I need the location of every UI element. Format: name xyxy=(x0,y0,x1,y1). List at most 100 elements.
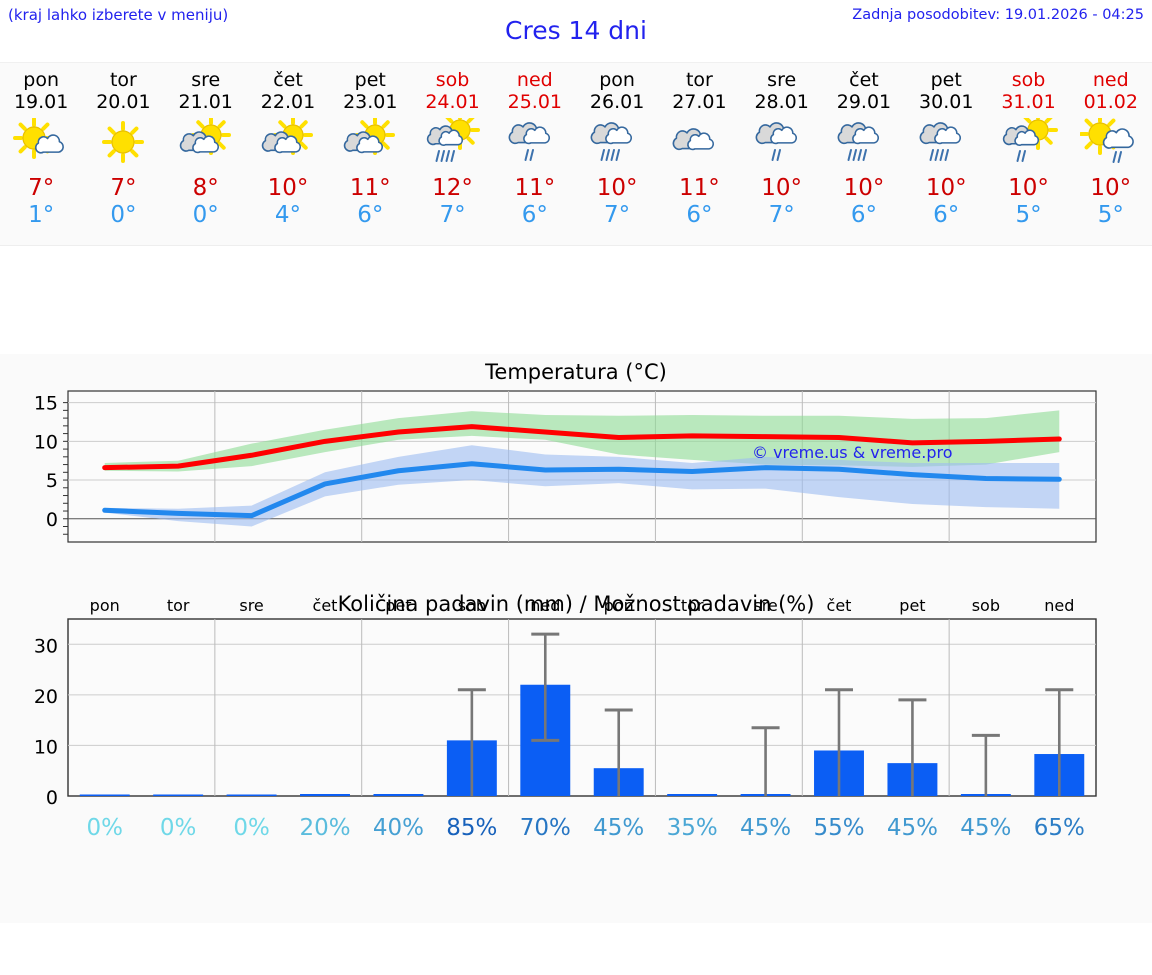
page-header: (kraj lahko izberete v meniju) Cres 14 d… xyxy=(0,0,1152,62)
precipitation-y-tick: 20 xyxy=(34,686,58,708)
weather-condition-icon xyxy=(257,117,319,169)
day-date-label: 23.01 xyxy=(343,91,398,113)
day-column[interactable]: ned 01.02 10° 5° xyxy=(1070,63,1152,245)
precipitation-day-label: čet xyxy=(313,596,338,615)
day-date-label: 22.01 xyxy=(260,91,316,113)
precipitation-probability-label: 45% xyxy=(593,815,644,841)
watermark-text: © vreme.us & vreme.pro xyxy=(752,443,953,462)
max-temperature-label: 10° xyxy=(267,175,309,201)
temperature-chart-title: Temperatura (°C) xyxy=(485,360,667,384)
day-date-label: 25.01 xyxy=(507,91,563,113)
precipitation-probability-label: 0% xyxy=(86,815,123,841)
day-of-week-label: sob xyxy=(1011,69,1046,91)
max-temperature-label: 10° xyxy=(1008,175,1049,201)
precipitation-probability-label: 45% xyxy=(887,815,938,841)
weather-condition-icon xyxy=(833,117,895,169)
max-temperature-label: 11° xyxy=(349,175,391,201)
day-date-label: 29.01 xyxy=(836,91,892,113)
precipitation-day-label: ned xyxy=(530,596,560,615)
precipitation-probability-label: 35% xyxy=(667,815,718,841)
day-of-week-label: pon xyxy=(23,69,59,91)
min-temperature-label: 6° xyxy=(850,202,878,228)
day-column[interactable]: tor 20.01 7° 0° xyxy=(82,63,164,245)
day-column[interactable]: sob 31.01 10° 5° xyxy=(987,63,1069,245)
day-column[interactable]: sob 24.01 12° 7° xyxy=(411,63,493,245)
precipitation-bar xyxy=(79,794,130,796)
location-menu-note[interactable]: (kraj lahko izberete v meniju) xyxy=(8,6,229,24)
precipitation-y-tick: 0 xyxy=(46,787,58,809)
day-column[interactable]: ned 25.01 11° 6° xyxy=(494,63,576,245)
max-temperature-label: 10° xyxy=(761,175,803,201)
max-temperature-label: 11° xyxy=(679,175,720,201)
day-date-label: 19.01 xyxy=(13,91,69,113)
weather-condition-icon xyxy=(339,117,401,169)
precipitation-bar xyxy=(373,794,424,796)
day-date-label: 31.01 xyxy=(1001,91,1056,113)
day-date-label: 24.01 xyxy=(425,91,480,113)
precipitation-bar xyxy=(153,794,204,796)
weather-condition-icon xyxy=(175,117,237,169)
precipitation-probability-label: 70% xyxy=(520,815,571,841)
weather-condition-icon xyxy=(92,117,154,169)
precipitation-day-label: pon xyxy=(90,596,120,615)
day-date-label: 27.01 xyxy=(672,91,727,113)
precipitation-day-label: sre xyxy=(239,596,263,615)
min-temperature-label: 7° xyxy=(604,202,631,228)
max-temperature-label: 7° xyxy=(28,175,55,201)
precipitation-probability-label: 40% xyxy=(373,815,424,841)
day-column[interactable]: pon 19.01 7° 1° xyxy=(0,63,82,245)
day-date-label: 21.01 xyxy=(178,91,233,113)
day-column[interactable]: pon 26.01 10° 7° xyxy=(576,63,658,245)
day-of-week-label: sre xyxy=(191,69,221,91)
day-of-week-label: pet xyxy=(930,69,962,91)
day-date-label: 28.01 xyxy=(754,91,809,113)
max-temperature-label: 10° xyxy=(596,175,638,201)
day-date-label: 20.01 xyxy=(96,91,151,113)
min-temperature-label: 6° xyxy=(933,202,960,228)
temperature-chart-block: Temperatura (°C) 0 5 10 15 © vreme.us & vrem… xyxy=(0,354,1152,588)
min-temperature-label: 5° xyxy=(1097,202,1124,228)
day-column[interactable]: sre 28.01 10° 7° xyxy=(741,63,823,245)
temperature-chart: 0 5 10 15 © vreme.us & vreme.pro xyxy=(0,354,1152,588)
precipitation-probability-label: 0% xyxy=(233,815,270,841)
min-temperature-label: 7° xyxy=(439,202,466,228)
precipitation-day-label: tor xyxy=(167,596,190,615)
day-column[interactable]: čet 22.01 10° 4° xyxy=(247,63,329,245)
precipitation-day-label: sob xyxy=(972,596,1000,615)
precipitation-day-label: pon xyxy=(604,596,634,615)
day-column[interactable]: tor 27.01 11° 6° xyxy=(658,63,740,245)
max-temperature-label: 12° xyxy=(432,175,473,201)
day-of-week-label: sob xyxy=(435,69,470,91)
precipitation-probability-label: 45% xyxy=(740,815,791,841)
min-temperature-label: 7° xyxy=(768,202,795,228)
day-column[interactable]: pet 30.01 10° 6° xyxy=(905,63,987,245)
precipitation-day-label: tor xyxy=(681,596,704,615)
last-update-label: Zadnja posodobitev: 19.01.2026 - 04:25 xyxy=(852,7,1144,23)
max-temperature-label: 10° xyxy=(925,175,967,201)
min-temperature-label: 6° xyxy=(686,202,713,228)
precipitation-chart-title: Količina padavin (mm) / Možnost padavin … xyxy=(337,592,815,616)
temperature-y-tick: 5 xyxy=(46,470,58,492)
day-of-week-label: pon xyxy=(599,69,635,91)
temperature-y-tick: 15 xyxy=(34,393,58,415)
min-temperature-label: 6° xyxy=(521,202,548,228)
weather-condition-icon xyxy=(998,117,1060,169)
precipitation-bar xyxy=(667,794,718,796)
precipitation-y-tick: 10 xyxy=(34,736,58,758)
min-temperature-label: 1° xyxy=(28,202,55,228)
day-of-week-label: tor xyxy=(685,69,713,91)
min-temperature-label: 5° xyxy=(1015,202,1042,228)
precipitation-probability-label: 85% xyxy=(446,815,497,841)
weather-condition-icon xyxy=(1079,117,1142,169)
daily-forecast-strip: pon 19.01 7° 1° tor 20.01 7° 0° sre 21.01 8° 0° čet 2… xyxy=(0,62,1152,246)
weather-condition-icon xyxy=(504,117,566,169)
day-column[interactable]: pet 23.01 11° 6° xyxy=(329,63,411,245)
precipitation-day-label: čet xyxy=(827,596,852,615)
day-column[interactable]: sre 21.01 8° 0° xyxy=(165,63,247,245)
max-temperature-label: 7° xyxy=(110,175,137,201)
min-temperature-label: 0° xyxy=(110,202,137,228)
day-column[interactable]: čet 29.01 10° 6° xyxy=(823,63,905,245)
weather-condition-icon xyxy=(915,117,977,169)
max-temperature-label: 11° xyxy=(514,175,556,201)
